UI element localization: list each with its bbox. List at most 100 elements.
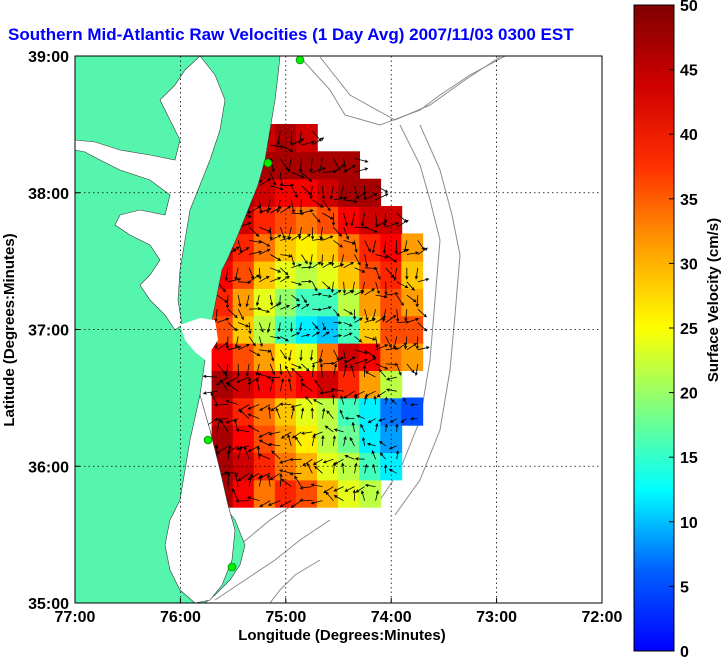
velocity-cell bbox=[401, 397, 424, 426]
velocity-vector bbox=[350, 364, 355, 378]
velocity-cell bbox=[232, 479, 255, 508]
velocity-cell bbox=[232, 397, 255, 426]
velocity-vector bbox=[298, 130, 302, 145]
velocity-vector bbox=[247, 445, 260, 452]
velocity-vector bbox=[333, 289, 342, 296]
velocity-vector bbox=[248, 473, 253, 487]
velocity-vector bbox=[280, 478, 292, 487]
colorbar-tick-label: 20 bbox=[680, 386, 698, 403]
y-tick-label: 35:00 bbox=[28, 596, 69, 613]
velocity-vector bbox=[310, 500, 323, 505]
velocity-vector bbox=[237, 309, 244, 321]
velocity-vector bbox=[322, 458, 334, 464]
velocity-vector bbox=[213, 417, 229, 421]
velocity-vector bbox=[364, 483, 376, 488]
velocity-vector bbox=[343, 356, 356, 365]
velocity-vector bbox=[280, 275, 290, 283]
velocity-cell bbox=[380, 233, 403, 262]
velocity-vector bbox=[259, 248, 271, 255]
velocity-vector bbox=[301, 279, 313, 284]
velocity-vector bbox=[269, 295, 274, 307]
velocity-vector bbox=[291, 304, 301, 310]
y-tick-label: 38:00 bbox=[28, 186, 69, 203]
velocity-vector bbox=[279, 473, 283, 487]
velocity-vector bbox=[225, 418, 239, 424]
velocity-vector bbox=[255, 377, 260, 392]
velocity-vector bbox=[259, 178, 272, 187]
velocity-vector bbox=[300, 407, 305, 419]
velocity-cell bbox=[295, 424, 318, 453]
velocity-vector bbox=[248, 274, 260, 283]
velocity-vector bbox=[406, 342, 418, 351]
velocity-cell bbox=[295, 370, 318, 399]
velocity-vector bbox=[417, 322, 428, 332]
velocity-vector bbox=[290, 500, 302, 509]
velocity-vector bbox=[269, 172, 276, 186]
velocity-cell bbox=[232, 424, 255, 453]
velocity-vector bbox=[414, 363, 419, 377]
velocity-vector bbox=[406, 363, 415, 374]
velocity-vector bbox=[379, 452, 387, 460]
velocity-vector bbox=[385, 254, 398, 263]
velocity-vector bbox=[220, 419, 229, 433]
velocity-vector bbox=[406, 281, 415, 291]
velocity-vector bbox=[385, 362, 399, 367]
velocity-vector bbox=[364, 463, 368, 474]
velocity-vector bbox=[354, 349, 369, 355]
velocity-vector bbox=[354, 336, 363, 343]
velocity-vector bbox=[289, 472, 302, 476]
velocity-vector bbox=[269, 472, 281, 480]
colorbar-tick-label: 10 bbox=[680, 515, 698, 532]
velocity-vector bbox=[375, 267, 381, 281]
velocity-vector bbox=[266, 199, 271, 214]
velocity-vector bbox=[279, 363, 283, 376]
velocity-vector bbox=[247, 496, 260, 501]
velocity-vector bbox=[270, 206, 282, 214]
velocity-cell bbox=[253, 397, 276, 426]
velocity-vector bbox=[301, 303, 310, 310]
velocity-vector bbox=[275, 407, 281, 419]
radar-site-marker bbox=[203, 435, 213, 445]
velocity-vector bbox=[245, 363, 250, 377]
velocity-cell bbox=[317, 479, 339, 508]
velocity-cell bbox=[253, 260, 276, 289]
velocity-vector bbox=[291, 281, 303, 286]
velocity-vector bbox=[309, 158, 313, 173]
velocity-vector bbox=[364, 309, 369, 322]
velocity-cell bbox=[317, 370, 339, 399]
velocity-vector bbox=[227, 308, 238, 319]
velocity-vector bbox=[344, 486, 355, 492]
velocity-vector bbox=[226, 382, 239, 392]
velocity-vector bbox=[305, 395, 313, 405]
velocity-cell bbox=[380, 288, 403, 317]
colorbar-tick-label: 0 bbox=[680, 644, 689, 659]
velocity-vector bbox=[267, 405, 271, 419]
velocity-vector bbox=[343, 199, 359, 203]
colorbar-tick-label: 30 bbox=[680, 256, 698, 273]
velocity-vector bbox=[320, 254, 324, 267]
velocity-vector bbox=[290, 199, 295, 214]
velocity-vector bbox=[360, 423, 365, 433]
velocity-vector bbox=[290, 404, 302, 409]
velocity-vector bbox=[280, 431, 292, 439]
x-tick-label: 72:00 bbox=[582, 609, 623, 626]
velocity-vector bbox=[215, 445, 229, 455]
velocity-vector bbox=[410, 403, 418, 407]
x-tick-label: 77:00 bbox=[55, 609, 96, 626]
velocity-vector bbox=[294, 436, 302, 447]
velocity-vector bbox=[266, 376, 281, 380]
velocity-vector bbox=[364, 336, 377, 341]
velocity-vector bbox=[270, 267, 282, 273]
velocity-vector bbox=[239, 409, 250, 419]
velocity-cell bbox=[232, 260, 255, 289]
velocity-vector bbox=[223, 470, 239, 475]
velocity-vector bbox=[291, 367, 302, 378]
velocity-vector bbox=[417, 278, 430, 283]
velocity-vector bbox=[355, 486, 365, 493]
velocity-vector bbox=[415, 336, 419, 350]
velocity-vector bbox=[414, 267, 419, 280]
velocity-vector bbox=[395, 423, 399, 432]
velocity-vector bbox=[258, 267, 262, 280]
